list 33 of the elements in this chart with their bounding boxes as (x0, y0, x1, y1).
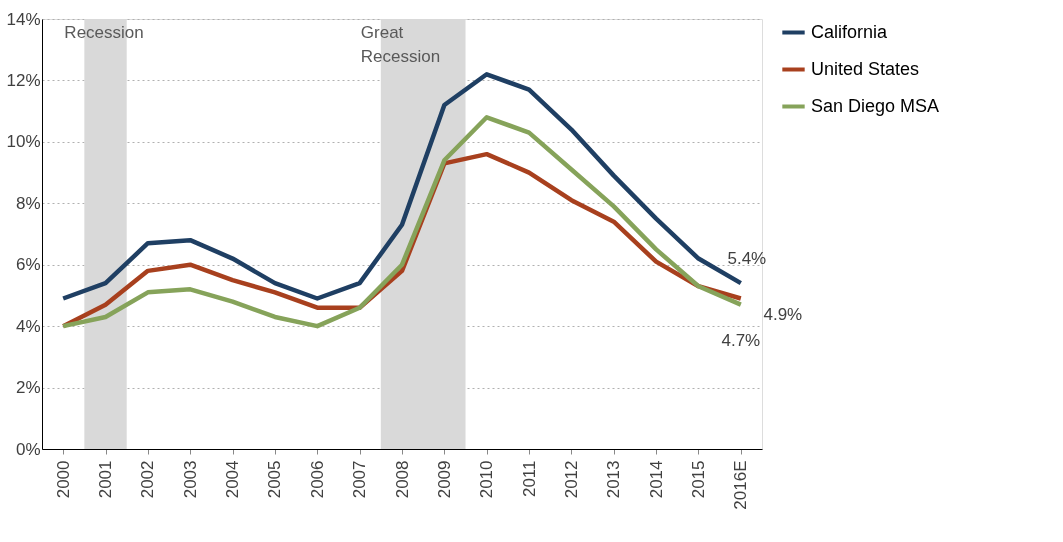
x-tick-label: 2000 (53, 460, 73, 499)
legend-label: San Diego MSA (811, 95, 940, 116)
y-tick-label: 0% (15, 439, 41, 459)
y-tick-label: 10% (6, 132, 41, 152)
x-tick-label: 2006 (307, 460, 327, 499)
x-tick-label: 2011 (519, 460, 539, 498)
band-label: Recession (64, 23, 144, 42)
y-tick-label: 4% (15, 316, 41, 336)
x-tick-label: 2008 (392, 460, 412, 499)
x-tick-label: 2002 (138, 460, 158, 499)
x-tick-label: 2003 (180, 460, 200, 499)
x-tick-label: 2013 (604, 460, 624, 499)
legend-label: California (811, 21, 889, 42)
x-tick-label: 2012 (561, 460, 581, 499)
x-tick-label: 2015 (688, 460, 708, 499)
y-tick-label: 6% (15, 255, 41, 275)
x-tick-label: 2016E (731, 460, 751, 510)
y-tick-label: 12% (6, 70, 41, 90)
x-tick-label: 2010 (477, 460, 497, 499)
y-tick-label: 8% (15, 193, 41, 213)
legend-label: United States (811, 58, 920, 79)
x-tick-label: 2009 (434, 460, 454, 499)
x-tick-label: 2001 (96, 460, 116, 499)
data-label: 4.9% (763, 304, 803, 324)
x-tick-label: 2007 (350, 460, 370, 499)
x-tick-label: 2014 (646, 460, 666, 499)
data-label: 4.7% (721, 330, 761, 350)
x-tick-label: 2004 (223, 460, 243, 499)
band-label: Great Recession (360, 23, 441, 66)
x-tick-label: 2005 (265, 460, 285, 499)
data-label: 5.4% (727, 249, 767, 269)
y-tick-label: 2% (15, 378, 41, 398)
y-tick-label: 14% (6, 9, 41, 29)
